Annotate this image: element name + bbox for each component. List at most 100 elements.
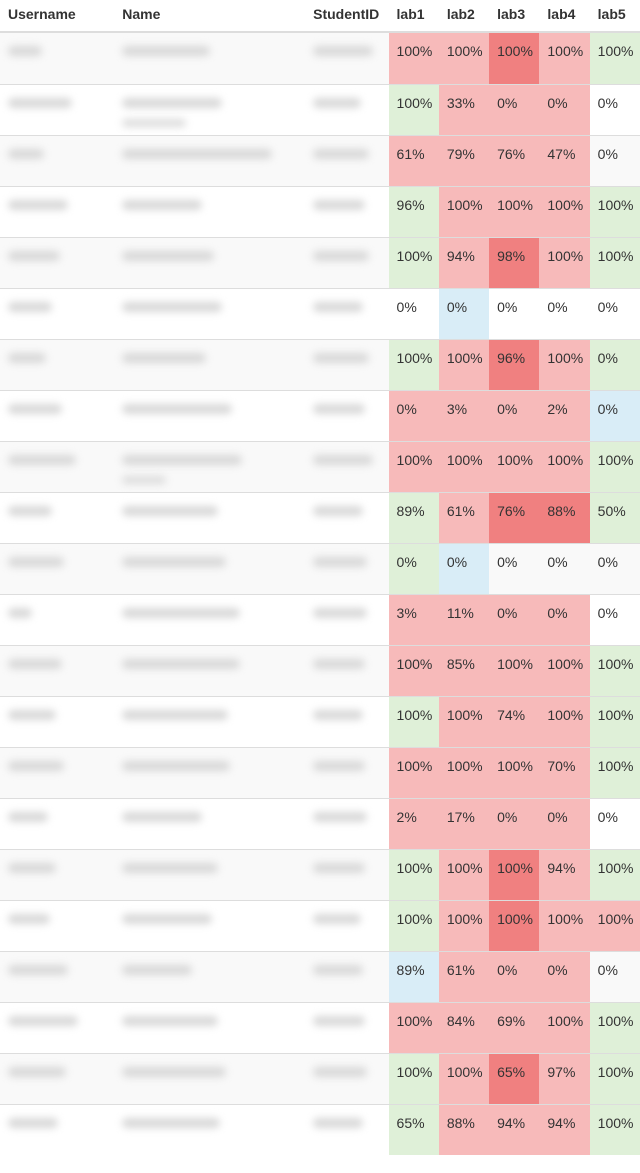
username-cell: [0, 746, 115, 798]
table-row: 2% 17% 0% 0% 0%: [0, 797, 640, 849]
lab4-score-cell: 2%: [539, 389, 590, 441]
header-lab1[interactable]: lab1: [396, 6, 425, 22]
lab1-score-cell: 100%: [388, 440, 439, 492]
lab1-score-cell: 0%: [388, 287, 439, 339]
table-row: 0% 3% 0% 2% 0%: [0, 389, 640, 441]
lab3-score-cell: 76%: [489, 491, 540, 543]
username-cell: [0, 644, 115, 696]
lab5-score-cell: 0%: [589, 338, 640, 390]
lab3-score-cell: 76%: [489, 134, 540, 186]
redacted-text: [313, 250, 370, 261]
redacted-text: [313, 658, 366, 669]
lab2-score-cell: 100%: [438, 746, 490, 798]
redacted-text: [8, 658, 62, 669]
lab5-score-cell: 100%: [589, 236, 640, 288]
header-lab3[interactable]: lab3: [497, 6, 526, 22]
lab5-score-cell: 100%: [589, 899, 640, 951]
redacted-text: [8, 811, 48, 822]
table-row: 100% 100% 100% 100% 100%: [0, 32, 640, 84]
username-cell: [0, 389, 115, 441]
header-lab4[interactable]: lab4: [547, 6, 576, 22]
header-name[interactable]: Name: [122, 6, 161, 22]
username-cell: [0, 236, 115, 288]
lab5-score-cell: 0%: [589, 134, 640, 186]
redacted-text: [122, 454, 243, 465]
lab1-score-cell: 89%: [388, 491, 439, 543]
lab3-score-cell: 0%: [489, 542, 540, 594]
studentid-cell: [305, 338, 389, 390]
table-row: 0% 0% 0% 0% 0%: [0, 542, 640, 594]
redacted-text: [8, 301, 52, 312]
lab3-score-cell: 0%: [489, 593, 540, 645]
lab4-score-cell: 88%: [539, 491, 590, 543]
redacted-text: [8, 454, 76, 465]
header-lab2[interactable]: lab2: [446, 6, 475, 22]
lab2-score-cell: 11%: [438, 593, 490, 645]
lab5-score-cell: 100%: [589, 440, 640, 492]
redacted-text: [122, 301, 223, 312]
lab5-score-cell: 0%: [589, 593, 640, 645]
table-row: 100% 100% 100% 100% 100%: [0, 440, 640, 492]
redacted-text: [313, 607, 368, 618]
lab2-score-cell: 100%: [438, 695, 490, 747]
redacted-text: [122, 1015, 219, 1026]
redacted-text: [122, 475, 167, 484]
lab5-score-cell: 100%: [589, 848, 640, 900]
lab3-score-cell: 0%: [489, 797, 540, 849]
table-row: 100% 100% 100% 70% 100%: [0, 746, 640, 798]
redacted-text: [8, 505, 52, 516]
lab5-score-cell: 100%: [589, 1103, 640, 1155]
lab2-score-cell: 33%: [438, 83, 490, 135]
studentid-cell: [305, 950, 389, 1002]
lab1-score-cell: 96%: [388, 185, 439, 237]
name-cell: [114, 644, 306, 696]
redacted-text: [122, 97, 223, 108]
table-row: 100% 100% 74% 100% 100%: [0, 695, 640, 747]
username-cell: [0, 899, 115, 951]
redacted-text: [313, 811, 368, 822]
lab1-score-cell: 100%: [388, 83, 439, 135]
lab3-score-cell: 0%: [489, 389, 540, 441]
header-lab5[interactable]: lab5: [597, 6, 626, 22]
lab2-score-cell: 94%: [438, 236, 490, 288]
lab2-score-cell: 85%: [438, 644, 490, 696]
redacted-text: [313, 403, 366, 414]
redacted-text: [122, 964, 193, 975]
name-cell: [114, 32, 305, 84]
redacted-text: [122, 760, 231, 771]
username-cell: [0, 542, 115, 594]
lab5-score-cell: 100%: [589, 1052, 640, 1104]
lab4-score-cell: 100%: [539, 32, 590, 84]
redacted-text: [122, 148, 273, 159]
header-username[interactable]: Username: [8, 6, 76, 22]
header-studentid[interactable]: StudentID: [313, 6, 380, 22]
lab3-score-cell: 65%: [489, 1052, 540, 1104]
name-cell: [114, 695, 306, 747]
lab5-score-cell: 0%: [589, 287, 640, 339]
table-body: 100% 100% 100% 100% 100% 100% 33% 0% 0% 0% 61% 79% 7…: [0, 32, 640, 1155]
lab2-score-cell: 79%: [438, 134, 490, 186]
lab4-score-cell: 70%: [539, 746, 590, 798]
name-cell: [114, 440, 306, 492]
lab2-score-cell: 0%: [438, 287, 490, 339]
lab5-score-cell: 100%: [589, 185, 640, 237]
username-cell: [0, 287, 115, 339]
lab2-score-cell: 61%: [438, 491, 490, 543]
username-cell: [0, 491, 115, 543]
table-row: 100% 100% 100% 94% 100%: [0, 848, 640, 900]
name-cell: [114, 287, 306, 339]
lab4-score-cell: 94%: [539, 848, 590, 900]
username-cell: [0, 848, 115, 900]
lab1-score-cell: 100%: [388, 1001, 439, 1053]
username-cell: [0, 83, 115, 135]
lab5-score-cell: 100%: [589, 32, 640, 84]
lab3-score-cell: 0%: [489, 83, 540, 135]
lab2-score-cell: 100%: [438, 848, 490, 900]
redacted-text: [313, 556, 368, 567]
lab2-score-cell: 100%: [438, 899, 490, 951]
redacted-text: [313, 199, 366, 210]
lab2-score-cell: 17%: [438, 797, 490, 849]
lab1-score-cell: 3%: [388, 593, 439, 645]
studentid-cell: [305, 644, 389, 696]
lab3-score-cell: 100%: [489, 185, 540, 237]
